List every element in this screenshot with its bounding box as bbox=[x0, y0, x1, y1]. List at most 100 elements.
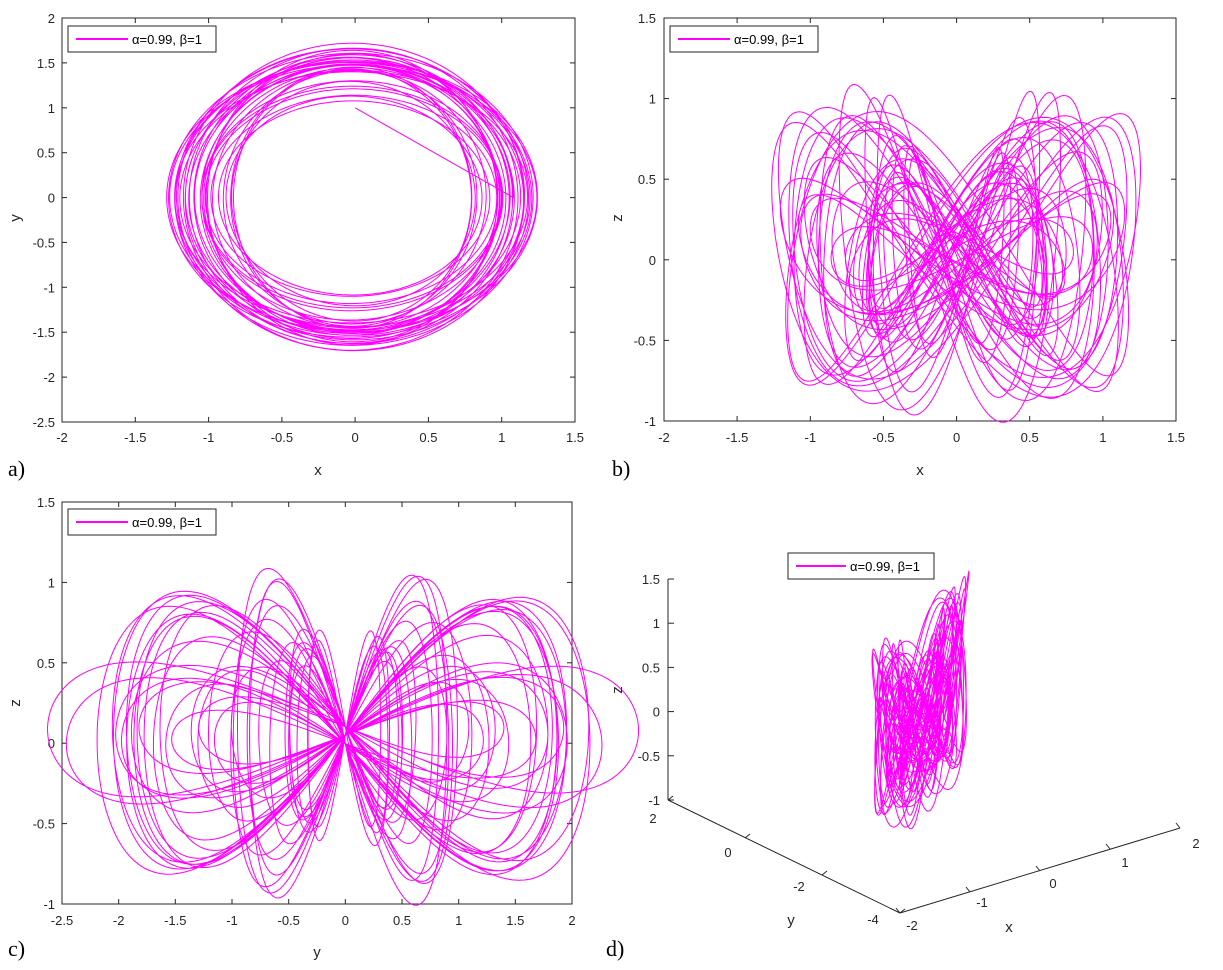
x-tick-label: -1 bbox=[805, 430, 817, 445]
y-tick-label: 1.5 bbox=[638, 11, 656, 26]
y-ticks-3d: 2 0 -2 -4 bbox=[649, 795, 906, 927]
x-tick-label: -0.5 bbox=[271, 430, 293, 445]
x-tick-label: 1.5 bbox=[566, 430, 584, 445]
x-tick-label: 0 bbox=[342, 913, 349, 928]
z-tick-label: 1 bbox=[653, 616, 660, 631]
panel-label: d) bbox=[606, 936, 624, 961]
x-ticks: -2 -1.5 -1 -0.5 0 0.5 1 1.5 bbox=[658, 18, 1185, 445]
x-tick-label: -2 bbox=[906, 918, 918, 933]
panel-label: a) bbox=[8, 456, 25, 481]
y-tick-label: -4 bbox=[867, 912, 879, 927]
x-tick-label: -1.5 bbox=[726, 430, 748, 445]
y-axis-label: z bbox=[7, 699, 24, 707]
y-axis-label: z bbox=[609, 214, 626, 222]
y-tick-label: -2 bbox=[43, 370, 55, 385]
x-axis-label: x bbox=[1005, 919, 1013, 936]
y-tick-label: 0 bbox=[48, 736, 55, 751]
y-tick-label: 1.5 bbox=[37, 495, 55, 510]
legend: α=0.99, β=1 bbox=[669, 25, 819, 53]
x-axis-label: x bbox=[916, 462, 924, 479]
legend-entry: α=0.99, β=1 bbox=[132, 32, 202, 47]
z-ticks: 1.5 1 0.5 0 -0.5 -1 bbox=[638, 572, 674, 808]
x-tick-label: -2 bbox=[113, 913, 125, 928]
series-line bbox=[771, 83, 1142, 423]
x-tick-label: 0 bbox=[1049, 876, 1056, 891]
y-tick-label: -1 bbox=[43, 897, 55, 912]
legend: α=0.99, β=1 bbox=[67, 25, 217, 53]
x-tick-label: -2.5 bbox=[51, 913, 73, 928]
axes-box bbox=[61, 17, 576, 423]
x-tick-label: 0.5 bbox=[393, 913, 411, 928]
x-tick-label: 1 bbox=[1099, 430, 1106, 445]
x-tick-label: 1 bbox=[455, 913, 462, 928]
legend-entry: α=0.99, β=1 bbox=[734, 32, 804, 47]
y-ticks: -1 -0.5 0 0.5 1 1.5 bbox=[634, 11, 1176, 429]
x-ticks: -2.5 -2 -1.5 -1 -0.5 0 0.5 1 1.5 2 bbox=[51, 502, 576, 928]
y-tick-label: -0.5 bbox=[33, 817, 55, 832]
panel-label: c) bbox=[8, 936, 25, 961]
z-tick-label: -1 bbox=[648, 793, 660, 808]
y-axis-line bbox=[667, 799, 901, 914]
x-axis-label: y bbox=[313, 944, 321, 961]
z-axis-label: z bbox=[609, 686, 626, 694]
axes-box bbox=[663, 17, 1177, 422]
y-tick-label: -0.5 bbox=[33, 235, 55, 250]
x-tick-label: -0.5 bbox=[277, 913, 299, 928]
x-tick-label: -1 bbox=[976, 895, 988, 910]
x-tick-label: 1.5 bbox=[1167, 430, 1185, 445]
trajectory-path bbox=[771, 83, 1142, 423]
trajectory-path bbox=[46, 567, 640, 906]
y-axis-label: y bbox=[787, 912, 795, 929]
x-tick-label: -2 bbox=[658, 430, 670, 445]
x-tick-label: 1 bbox=[1121, 855, 1128, 870]
y-tick-label: 0.5 bbox=[638, 172, 656, 187]
y-tick-label: -1 bbox=[644, 414, 656, 429]
y-ticks: -2.5 -2 -1.5 -1 -0.5 0 0.5 1 1.5 2 bbox=[33, 11, 575, 430]
y-tick-label: 2 bbox=[48, 11, 55, 26]
panel-b: -2 -1.5 -1 -0.5 0 0.5 1 1.5 -1 -0.5 0 0.… bbox=[609, 11, 1185, 481]
y-tick-label: -2.5 bbox=[33, 415, 55, 430]
x-tick-label: -1.5 bbox=[164, 913, 186, 928]
x-tick-label: 2 bbox=[1192, 836, 1199, 851]
x-tick-label: 1.5 bbox=[506, 913, 524, 928]
panel-a: -2 -1.5 -1 -0.5 0 0.5 1 1.5 -2.5 -2 -1.5… bbox=[7, 11, 584, 481]
y-tick-label: 1 bbox=[48, 575, 55, 590]
x-tick-label: 0.5 bbox=[1021, 430, 1039, 445]
x-tick-label: 0.5 bbox=[419, 430, 437, 445]
y-tick-label: 0 bbox=[649, 253, 656, 268]
panel-d: 1.5 1 0.5 0 -0.5 -1 2 0 -2 -4 -2 -1 0 1 … bbox=[606, 552, 1200, 961]
y-tick-label: 0 bbox=[724, 845, 731, 860]
y-tick-label: -2 bbox=[793, 879, 805, 894]
series-line bbox=[871, 570, 970, 830]
x-axis-label: x bbox=[314, 462, 322, 479]
axes-box bbox=[61, 501, 573, 905]
z-tick-label: -0.5 bbox=[638, 749, 660, 764]
z-tick-label: 0 bbox=[653, 705, 660, 720]
legend: α=0.99, β=1 bbox=[787, 552, 935, 580]
x-tick-label: -1 bbox=[203, 430, 215, 445]
legend: α=0.99, β=1 bbox=[67, 508, 217, 536]
x-tick-label: 0 bbox=[351, 430, 358, 445]
y-tick-label: -1 bbox=[43, 280, 55, 295]
x-ticks: -2 -1.5 -1 -0.5 0 0.5 1 1.5 bbox=[56, 18, 584, 445]
y-tick-label: 1.5 bbox=[37, 56, 55, 71]
panel-label: b) bbox=[612, 456, 630, 481]
y-tick-label: -1.5 bbox=[33, 325, 55, 340]
y-tick-label: 1 bbox=[649, 92, 656, 107]
legend-entry: α=0.99, β=1 bbox=[132, 515, 202, 530]
x-tick-label: 2 bbox=[568, 913, 575, 928]
x-ticks-3d: -2 -1 0 1 2 bbox=[895, 822, 1200, 933]
x-tick-label: -1.5 bbox=[124, 430, 146, 445]
y-ticks: -1 -0.5 0 0.5 1 1.5 bbox=[33, 495, 572, 912]
series-line bbox=[46, 567, 640, 906]
series-line bbox=[166, 42, 538, 352]
y-tick-label: 0 bbox=[48, 191, 55, 206]
trajectory-path bbox=[166, 42, 538, 352]
panel-c: -2.5 -2 -1.5 -1 -0.5 0 0.5 1 1.5 2 -1 -0… bbox=[7, 495, 640, 961]
x-tick-label: 1 bbox=[498, 430, 505, 445]
legend-entry: α=0.99, β=1 bbox=[850, 559, 920, 574]
y-tick-label: 2 bbox=[649, 811, 656, 826]
x-tick-label: 0 bbox=[953, 430, 960, 445]
y-tick-label: -0.5 bbox=[634, 333, 656, 348]
